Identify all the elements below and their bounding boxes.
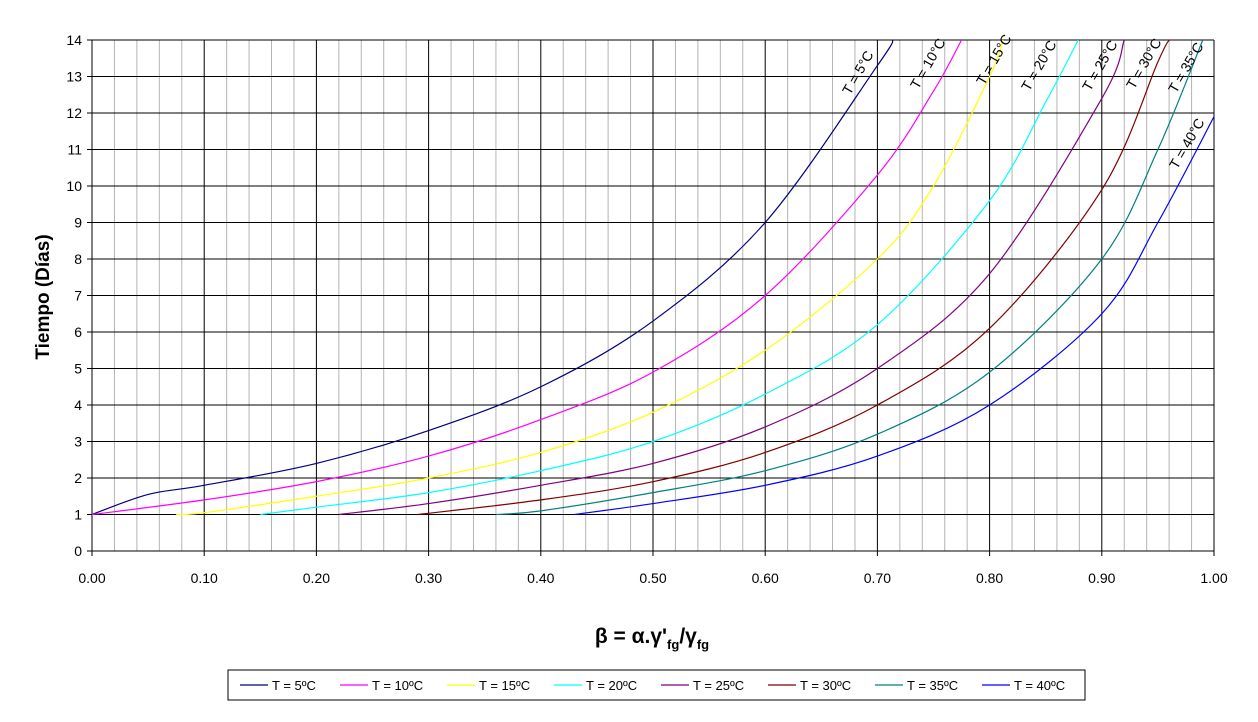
legend-entry: T = 40ºC (1014, 678, 1065, 693)
grid (87, 39, 1215, 556)
series-label: T = 30°C (1123, 35, 1165, 91)
series-labels: T = 5°C T = 10°C T = 15°C T = 20°C T = 25°C T… (839, 31, 1208, 171)
series-line (495, 39, 1204, 516)
series-line (176, 39, 1004, 516)
y-tick-label: 9 (74, 215, 82, 231)
x-axis-label-main: β = α.γ' (595, 625, 667, 648)
series-line (417, 39, 1170, 516)
series-label: T = 40°C (1166, 115, 1208, 171)
x-tick-label: 0.60 (752, 570, 779, 586)
y-axis-label: Tiempo (Días) (33, 234, 54, 359)
series-label: T = 20°C (1018, 37, 1060, 93)
series-label: T = 25°C (1079, 37, 1121, 93)
legend-entry: T = 15ºC (479, 678, 530, 693)
series-label: T = 35°C (1165, 39, 1207, 95)
x-tick-label: 0.80 (976, 570, 1003, 586)
x-axis-label-subscript: fg (667, 637, 679, 652)
y-tick-label: 5 (74, 361, 82, 377)
series-label: T = 10°C (907, 35, 949, 91)
x-axis-label: β = α.γ'fg/γfg (595, 625, 709, 652)
x-tick-label: 0.50 (639, 570, 666, 586)
series-line (338, 39, 1125, 516)
x-tick-label: 0.90 (1088, 570, 1115, 586)
legend-box (227, 669, 1086, 701)
y-tick-label: 4 (74, 397, 82, 413)
y-tick-label: 2 (74, 470, 82, 486)
y-tick-label: 6 (74, 324, 82, 340)
x-tick-label: 0.00 (78, 570, 105, 586)
x-tick-label: 0.10 (191, 570, 218, 586)
legend-entry: T = 30ºC (800, 678, 851, 693)
x-axis-label-middle: /γ (679, 625, 697, 648)
x-tick-label: 1.00 (1200, 570, 1227, 586)
y-tick-label: 1 (74, 507, 82, 523)
series-lines (91, 39, 1215, 516)
y-tick-label: 12 (66, 105, 82, 121)
series-line (91, 39, 894, 516)
x-tick-label: 0.70 (864, 570, 891, 586)
legend-entry: T = 20ºC (586, 678, 637, 693)
series-line (91, 39, 963, 516)
legend-entry: T = 25ºC (693, 678, 744, 693)
y-tick-label: 0 (74, 543, 82, 559)
y-tick-label: 11 (67, 142, 82, 158)
legend-entry: T = 10ºC (372, 678, 423, 693)
x-axis-ticks: 0.00 0.10 0.20 0.30 0.40 0.50 0.60 0.70 0.80 0.90… (78, 570, 1227, 586)
series-line (260, 39, 1079, 516)
series-line (574, 116, 1215, 516)
y-tick-label: 8 (74, 251, 82, 267)
x-tick-label: 0.30 (415, 570, 442, 586)
y-tick-label: 7 (74, 288, 82, 304)
y-tick-label: 10 (66, 178, 82, 194)
y-tick-label: 13 (66, 69, 82, 85)
legend-entry: T = 35ºC (907, 678, 958, 693)
x-tick-label: 0.40 (527, 570, 554, 586)
series-label: T = 5°C (839, 48, 877, 97)
x-axis-label-subscript: fg (697, 637, 709, 652)
x-tick-label: 0.20 (303, 570, 330, 586)
y-tick-label: 3 (74, 434, 82, 450)
legend-entry: T = 5ºC (272, 678, 316, 693)
legend: T = 5ºC T = 10ºC T = 15ºC T = 20ºC T = 25ºC T… (240, 678, 1065, 693)
y-tick-label: 14 (66, 32, 82, 48)
